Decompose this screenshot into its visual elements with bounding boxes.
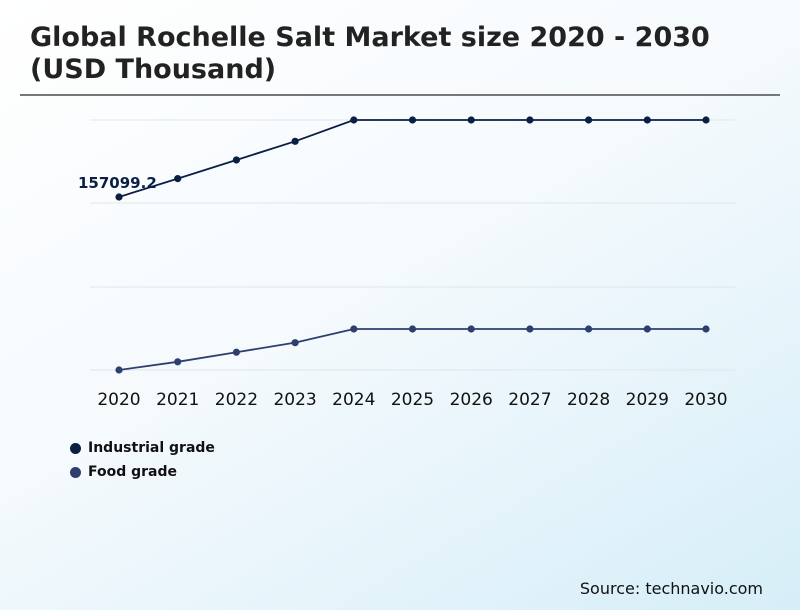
data-point-industrial-grade-2027 [526, 116, 534, 124]
x-tick-label-2020: 2020 [97, 390, 140, 410]
series-line-food-grade [118, 328, 706, 371]
data-point-industrial-grade-2026 [467, 116, 475, 124]
data-point-food-grade-2027 [526, 325, 534, 333]
data-point-industrial-grade-2028 [585, 116, 593, 124]
data-point-food-grade-2026 [467, 325, 475, 333]
x-tick-label-2026: 2026 [450, 390, 493, 410]
x-tick-label-2025: 2025 [391, 390, 434, 410]
x-tick-label-2023: 2023 [273, 390, 316, 410]
data-point-industrial-grade-2021 [174, 175, 182, 183]
data-label-industrial-grade: 157099.2 [78, 174, 157, 192]
data-point-food-grade-2022 [232, 348, 240, 356]
x-tick-label-2024: 2024 [332, 390, 375, 410]
data-point-food-grade-2025 [408, 325, 417, 333]
data-point-food-grade-2028 [585, 325, 593, 333]
legend-marker-industrial-grade [70, 442, 81, 454]
data-point-food-grade-2023 [291, 339, 299, 347]
data-point-food-grade-2030 [702, 325, 710, 333]
title-divider [20, 94, 780, 96]
x-tick-label-2028: 2028 [567, 390, 610, 410]
data-point-food-grade-2020 [115, 366, 123, 374]
x-tick-label-2022: 2022 [215, 390, 258, 410]
chart-title: Global Rochelle Salt Market size 2020 - … [30, 22, 710, 85]
series-line-industrial-grade [118, 119, 706, 198]
source-note: Source: technavio.com [579, 579, 763, 598]
data-point-industrial-grade-2030 [702, 116, 710, 124]
data-point-industrial-grade-2029 [643, 116, 651, 124]
legend-label-food-grade: Food grade [88, 464, 178, 480]
legend: Industrial grade Food grade [70, 436, 215, 484]
data-point-industrial-grade-2020 [115, 193, 123, 201]
x-tick-label-2030: 2030 [684, 390, 727, 410]
data-point-food-grade-2021 [174, 358, 182, 366]
legend-marker-food-grade [70, 466, 81, 478]
legend-label-industrial-grade: Industrial grade [88, 440, 215, 456]
x-tick-label-2027: 2027 [508, 390, 551, 410]
data-point-industrial-grade-2023 [291, 137, 299, 145]
legend-item-industrial-grade: Industrial grade [70, 436, 215, 460]
data-point-industrial-grade-2025 [408, 116, 417, 124]
legend-item-food-grade: Food grade [70, 460, 215, 484]
data-point-food-grade-2024 [350, 325, 358, 333]
x-tick-label-2021: 2021 [156, 390, 199, 410]
data-point-food-grade-2029 [643, 325, 651, 333]
x-tick-label-2029: 2029 [626, 390, 669, 410]
data-point-industrial-grade-2024 [350, 116, 358, 124]
data-point-industrial-grade-2022 [232, 156, 240, 164]
